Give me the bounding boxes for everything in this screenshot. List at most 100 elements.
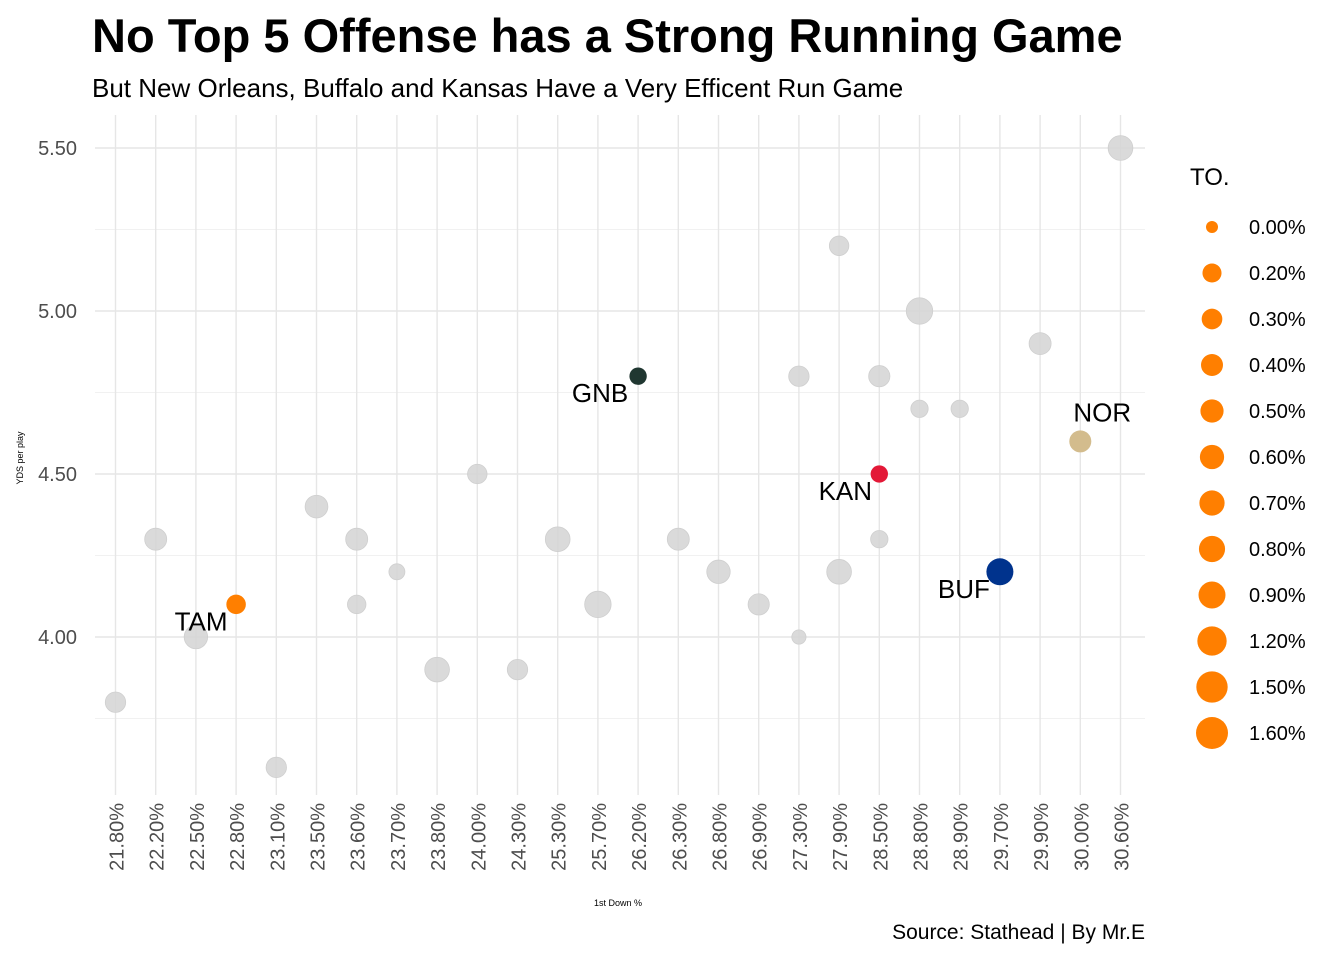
legend-key <box>1198 581 1226 609</box>
legend-key <box>1201 308 1223 330</box>
data-point <box>747 593 770 616</box>
data-point <box>666 527 690 551</box>
data-point <box>870 530 889 549</box>
data-point <box>905 297 934 325</box>
legend-key <box>1200 399 1224 423</box>
data-point-buf <box>986 558 1014 586</box>
data-point <box>388 563 406 581</box>
data-point <box>506 658 529 681</box>
legend-label: 0.90% <box>1249 585 1306 607</box>
chart-caption: Source: Stathead | By Mr.E <box>892 921 1145 944</box>
x-tick-label: 22.20% <box>147 803 169 871</box>
team-label-tam: TAM <box>175 606 228 636</box>
x-tick-label: 25.70% <box>589 803 611 871</box>
team-label-buf: BUF <box>938 574 990 604</box>
x-axis: 21.80% 22.20% 22.50% 22.80% 23.10% 23.50% 23.6… <box>107 803 1134 871</box>
legend: TO. 0.00% 0.20% 0.30% 0.40% 0.50% 0.60% 0.70% 0.… <box>1190 164 1306 749</box>
data-point <box>544 526 571 552</box>
data-point <box>467 463 488 485</box>
data-point <box>424 656 450 683</box>
data-point-gnb <box>629 367 647 385</box>
x-tick-label: 23.60% <box>348 803 370 871</box>
legend-key <box>1196 671 1228 703</box>
data-point <box>265 756 287 779</box>
y-axis-label: YDS per play <box>15 431 25 485</box>
y-axis: 4.00 4.50 5.00 5.50 <box>38 138 77 649</box>
data-point <box>706 559 731 584</box>
team-label-gnb: GNB <box>572 378 628 408</box>
x-tick-label: 28.90% <box>951 803 973 871</box>
y-tick-label: 4.00 <box>38 627 77 649</box>
data-point <box>183 624 209 650</box>
data-point-tam <box>226 594 246 615</box>
legend-label: 0.70% <box>1249 493 1306 515</box>
data-point-nor <box>1069 430 1092 453</box>
data-point <box>950 399 969 418</box>
x-tick-label: 26.30% <box>669 803 691 871</box>
data-point <box>868 365 891 388</box>
legend-label: 1.60% <box>1249 723 1306 745</box>
x-tick-label: 30.00% <box>1071 803 1093 871</box>
x-axis-label: 1st Down % <box>594 898 642 908</box>
x-tick-label: 24.30% <box>509 803 531 871</box>
legend-key <box>1202 263 1222 283</box>
data-point <box>304 494 329 519</box>
data-point <box>788 365 810 387</box>
x-tick-label: 21.80% <box>107 803 129 871</box>
team-labels: TAM GNB KAN BUF NOR <box>175 378 1132 636</box>
x-tick-label: 29.70% <box>991 803 1013 871</box>
x-tick-label: 26.80% <box>710 803 732 871</box>
legend-label: 0.40% <box>1249 355 1306 377</box>
y-tick-label: 5.00 <box>38 301 77 323</box>
legend-label: 1.50% <box>1249 677 1306 699</box>
x-tick-label: 26.90% <box>750 803 772 871</box>
chart-subtitle: But New Orleans, Buffalo and Kansas Have… <box>92 73 904 103</box>
legend-label: 1.20% <box>1249 631 1306 653</box>
x-tick-label: 25.30% <box>549 803 571 871</box>
legend-label: 0.20% <box>1249 263 1306 285</box>
x-tick-label: 23.50% <box>308 803 330 871</box>
x-tick-label: 24.00% <box>468 803 490 871</box>
grid-lines <box>95 115 1145 795</box>
y-tick-label: 5.50 <box>38 138 77 160</box>
x-tick-label: 29.90% <box>1031 803 1053 871</box>
legend-key <box>1206 221 1218 233</box>
data-point <box>345 527 369 551</box>
legend-label: 0.00% <box>1249 217 1306 239</box>
x-tick-label: 28.50% <box>870 803 892 871</box>
legend-label: 0.80% <box>1249 539 1306 561</box>
data-point <box>144 527 168 551</box>
legend-key <box>1198 535 1226 563</box>
x-tick-label: 28.80% <box>911 803 933 871</box>
data-point <box>347 594 367 615</box>
x-tick-label: 30.60% <box>1112 803 1134 871</box>
data-point <box>826 559 852 585</box>
team-label-nor: NOR <box>1073 397 1131 427</box>
data-point <box>104 691 127 713</box>
legend-label: 0.60% <box>1249 447 1306 469</box>
x-tick-label: 23.70% <box>388 803 410 871</box>
data-point <box>791 629 807 645</box>
x-tick-label: 22.80% <box>227 803 249 871</box>
x-tick-label: 27.30% <box>790 803 812 871</box>
data-point <box>1028 332 1052 356</box>
data-point <box>828 235 850 256</box>
x-tick-label: 23.80% <box>428 803 450 871</box>
y-tick-label: 4.50 <box>38 464 77 486</box>
x-tick-label: 27.90% <box>830 803 852 871</box>
x-tick-label: 22.50% <box>187 803 209 871</box>
data-point <box>1107 135 1134 161</box>
data-point-kan <box>870 465 888 483</box>
legend-label: 0.30% <box>1249 309 1306 331</box>
legend-key <box>1199 444 1225 470</box>
data-point <box>584 590 612 619</box>
data-points <box>104 135 1134 779</box>
legend-title: TO. <box>1190 164 1230 191</box>
data-point <box>910 399 929 418</box>
legend-key <box>1199 490 1225 516</box>
x-tick-label: 26.20% <box>629 803 651 871</box>
x-tick-label: 23.10% <box>267 803 289 871</box>
chart-title: No Top 5 Offense has a Strong Running Ga… <box>92 9 1123 62</box>
legend-key <box>1196 717 1228 749</box>
